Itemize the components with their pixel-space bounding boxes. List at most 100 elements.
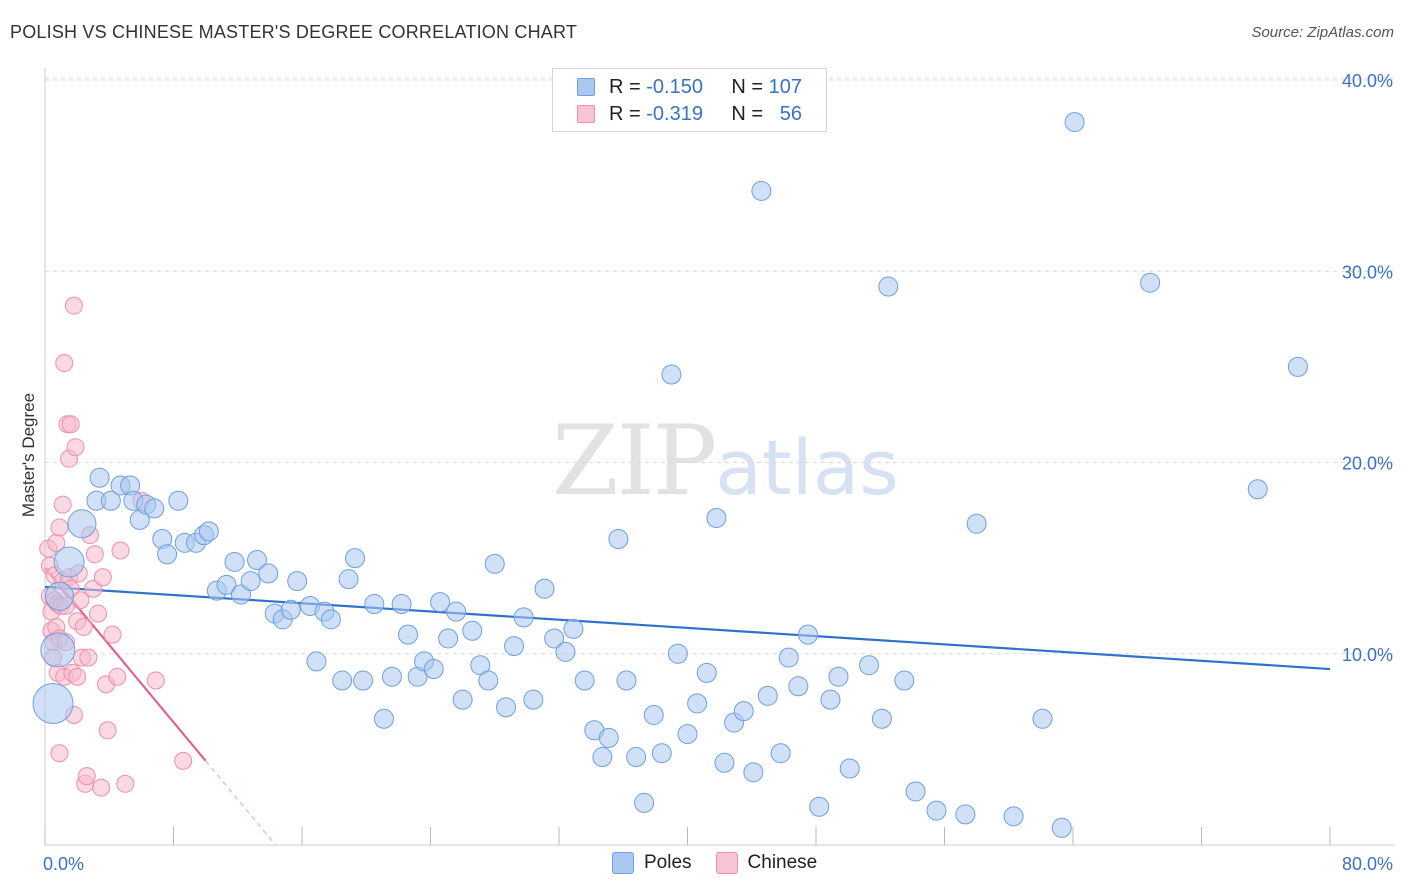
poles-point — [661, 364, 682, 385]
legend-r-value: -0.150 — [646, 75, 703, 98]
poles-point — [563, 618, 584, 639]
poles-point — [144, 498, 165, 519]
poles-point — [53, 546, 85, 578]
poles-point — [523, 689, 544, 710]
poles-point — [332, 670, 353, 691]
poles-point — [1032, 708, 1053, 729]
poles-point — [1140, 272, 1161, 293]
gridlines — [45, 77, 1395, 655]
chinese-point — [79, 648, 98, 667]
chinese-swatch — [577, 105, 595, 123]
poles-point — [1247, 479, 1268, 500]
poles-point — [168, 490, 189, 511]
poles-point — [616, 670, 637, 691]
poles-point — [40, 632, 76, 668]
poles-point — [1003, 806, 1024, 827]
poles-point — [338, 569, 359, 590]
chinese-point — [66, 438, 85, 457]
poles-point — [634, 792, 655, 813]
poles-point — [430, 592, 451, 613]
chinese-trend-extension — [205, 760, 276, 846]
poles-point — [859, 655, 880, 676]
poles-point — [626, 747, 647, 768]
poles-point — [828, 666, 849, 687]
poles-point — [955, 804, 976, 825]
legend-item-poles[interactable]: Poles — [612, 852, 692, 874]
legend-label-poles: Poles — [644, 852, 692, 873]
legend-row-chinese: R = -0.319 N = 56 — [577, 101, 802, 127]
poles-point — [555, 641, 576, 662]
poles-point — [452, 689, 473, 710]
correlation-legend: R = -0.150 N = 107 R = -0.319 N = 56 — [552, 68, 827, 132]
legend-r-label: R = — [609, 102, 641, 125]
poles-points — [32, 112, 1308, 838]
poles-point — [504, 636, 525, 657]
poles-point — [966, 513, 987, 534]
poles-point — [216, 574, 237, 595]
poles-point — [364, 594, 385, 615]
chinese-point — [93, 568, 112, 587]
y-tick-label: 10.0% — [1342, 645, 1393, 665]
poles-point — [871, 708, 892, 729]
y-tick-label: 40.0% — [1342, 71, 1393, 91]
poles-point — [788, 676, 809, 697]
poles-swatch — [577, 78, 595, 96]
poles-point — [757, 685, 778, 706]
chinese-point — [84, 579, 103, 598]
poles-trend-line — [44, 585, 1331, 671]
poles-point — [809, 796, 830, 817]
chinese-point — [103, 625, 122, 644]
tick-labels: 10.0% 20.0% 30.0% 40.0% 0.0% 80.0% — [43, 71, 1393, 874]
poles-point — [345, 548, 366, 569]
legend-row-poles: R = -0.150 N = 107 — [577, 74, 802, 100]
poles-point — [1287, 356, 1308, 377]
poles-point — [643, 704, 664, 725]
poles-point — [651, 743, 672, 764]
poles-point — [258, 563, 279, 584]
poles-point — [544, 628, 565, 649]
poles-point — [240, 571, 261, 592]
chinese-point — [92, 778, 111, 797]
poles-point — [224, 551, 245, 572]
poles-point — [67, 509, 97, 539]
poles-point — [353, 670, 374, 691]
poles-point — [733, 701, 754, 722]
y-tick-label: 30.0% — [1342, 262, 1393, 282]
poles-point — [306, 651, 327, 672]
chinese-point — [146, 671, 165, 690]
legend-r-value: -0.319 — [646, 102, 703, 125]
y-tick-label: 20.0% — [1342, 454, 1393, 474]
chinese-point — [98, 721, 117, 740]
chinese-point — [174, 751, 193, 770]
poles-point — [878, 276, 899, 297]
legend-n-label: N = — [731, 102, 764, 125]
poles-point — [926, 800, 947, 821]
poles-point — [751, 180, 772, 201]
chinese-point — [108, 667, 127, 686]
legend-n-value: 107 — [768, 75, 802, 98]
poles-point — [89, 467, 110, 488]
poles-point — [667, 643, 688, 664]
source-credit: Source: ZipAtlas.com — [1251, 24, 1394, 41]
poles-point — [100, 490, 121, 511]
poles-point — [778, 647, 799, 668]
chinese-point — [74, 617, 93, 636]
watermark-zip: ZIP — [552, 405, 717, 517]
poles-point — [462, 620, 483, 641]
poles-point — [797, 624, 818, 645]
chinese-point — [53, 495, 72, 514]
poles-point — [391, 594, 412, 615]
poles-point — [32, 682, 74, 724]
chinese-point — [50, 744, 69, 763]
poles-point — [592, 747, 613, 768]
poles-point — [44, 581, 74, 611]
poles-point — [820, 689, 841, 710]
poles-point — [905, 781, 926, 802]
poles-point — [687, 693, 708, 714]
poles-point — [247, 550, 268, 571]
legend-label-chinese: Chinese — [747, 852, 818, 873]
poles-point — [484, 553, 505, 574]
poles-point — [157, 544, 178, 565]
legend-item-chinese[interactable]: Chinese — [715, 852, 818, 874]
chinese-point — [116, 774, 135, 793]
